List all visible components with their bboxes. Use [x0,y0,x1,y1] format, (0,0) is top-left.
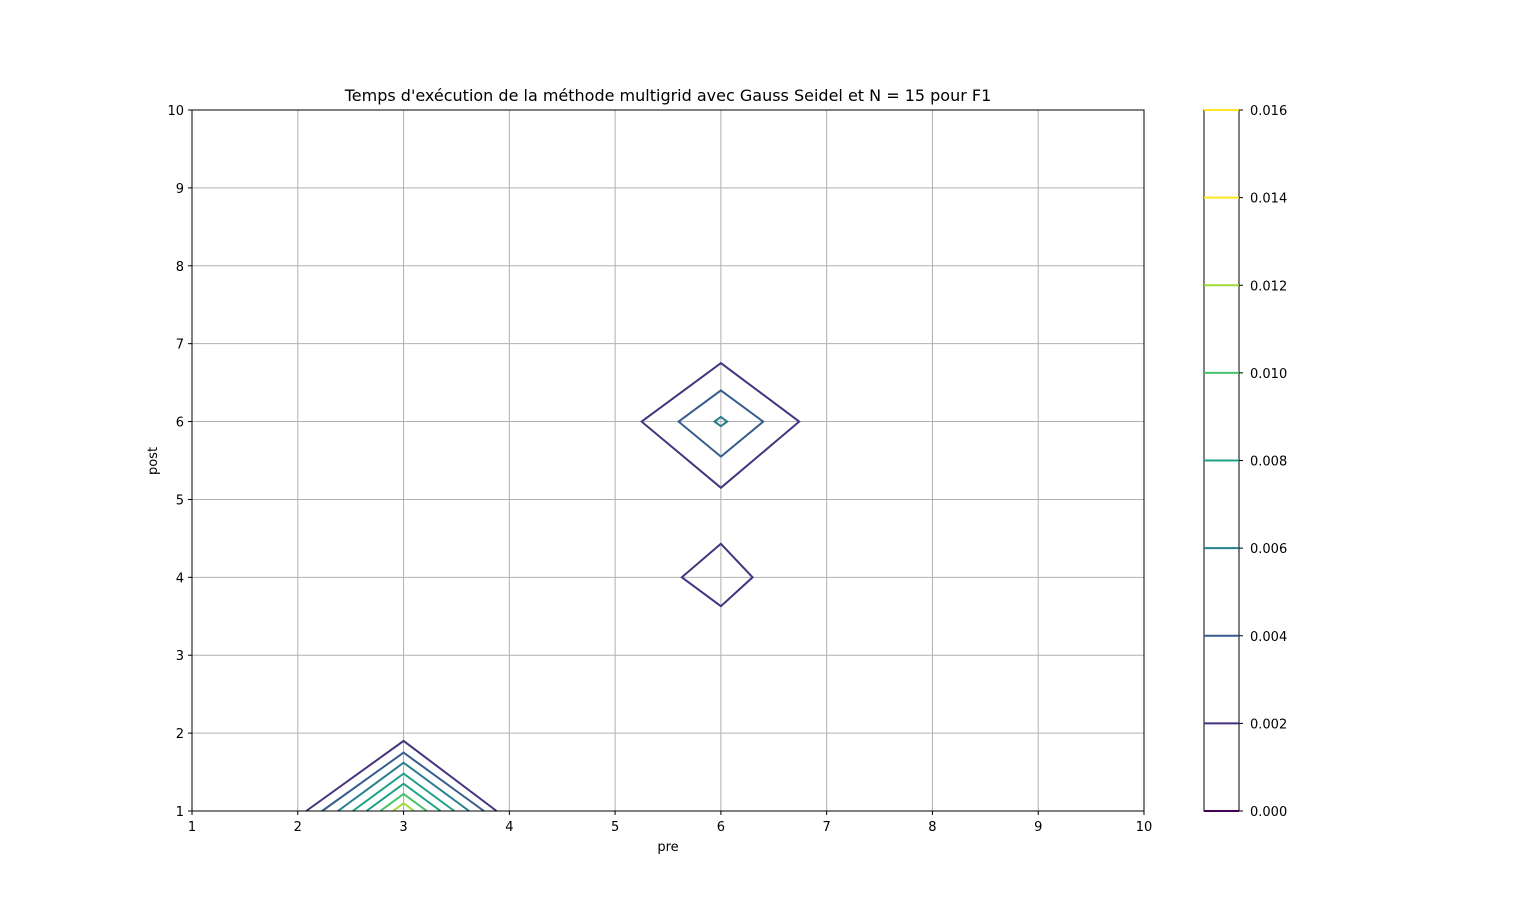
y-tick-label: 10 [167,104,184,119]
x-tick-label: 10 [1136,820,1153,835]
contour-line-0-004 [676,389,765,458]
x-axis-ticks: 1 2 3 4 5 6 7 8 9 10 [188,811,1152,835]
colorbar-tick-label: 0.006 [1250,542,1287,557]
y-tick-label: 4 [176,571,184,586]
x-tick-label: 9 [1034,820,1042,835]
y-tick-label: 9 [176,182,184,197]
contour-line-0-010 [365,782,442,812]
x-tick-label: 6 [717,820,725,835]
contour-line-0-008 [352,772,455,812]
contour-line-0-004 [321,751,485,812]
contour-line-0-006 [712,415,729,428]
x-tick-label: 7 [823,820,831,835]
colorbar-tick-label: 0.012 [1250,279,1287,294]
x-tick-label: 2 [294,820,302,835]
y-tick-label: 1 [176,805,184,820]
contour-line-0-012 [379,792,428,812]
contour-line-0-006 [337,761,470,812]
contour-line-0-002 [305,739,498,812]
y-tick-label: 2 [176,727,184,742]
y-tick-label: 6 [176,416,184,431]
colorbar-tick-label: 0.016 [1250,104,1287,119]
y-tick-label: 7 [176,338,184,353]
x-axis-label: pre [657,840,678,855]
contour-line-0-014 [392,801,415,812]
colorbar-tick-label: 0.004 [1250,630,1287,645]
x-tick-label: 4 [505,820,513,835]
colorbar: 0.000 0.002 0.004 0.006 0.008 0.010 0.012 0.014… [1203,104,1287,820]
contour-line-0-002 [680,542,755,608]
y-tick-label: 5 [176,493,184,508]
colorbar-tick-label: 0.000 [1250,805,1287,820]
contour-lines [305,361,801,812]
y-tick-label: 8 [176,260,184,275]
contour-line-0-002 [639,361,801,490]
colorbar-tick-label: 0.008 [1250,455,1287,470]
colorbar-tick-label: 0.002 [1250,717,1287,732]
chart-title: Temps d'exécution de la méthode multigri… [344,86,992,105]
x-tick-label: 5 [611,820,619,835]
colorbar-tick-label: 0.014 [1250,192,1287,207]
y-tick-label: 3 [176,649,184,664]
x-tick-label: 3 [399,820,407,835]
y-axis-ticks: 1 2 3 4 5 6 7 8 9 10 [167,104,192,820]
x-tick-label: 8 [928,820,936,835]
y-axis-label: post [146,447,161,475]
plot-frame [191,109,1145,812]
x-tick-label: 1 [188,820,196,835]
colorbar-tick-label: 0.010 [1250,367,1287,382]
